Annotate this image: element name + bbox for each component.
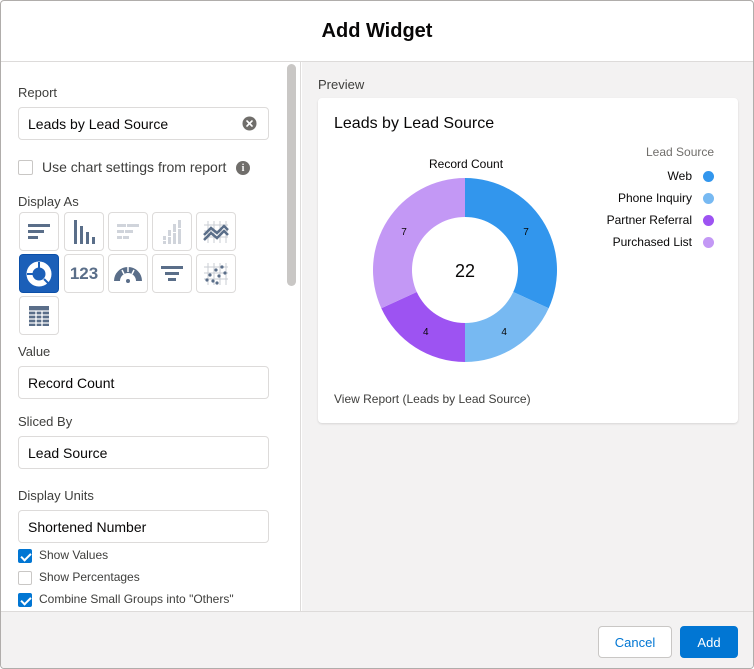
- legend-item-web[interactable]: Web: [668, 169, 714, 183]
- modal-footer: Cancel Add: [1, 611, 753, 668]
- funnel-chart-icon[interactable]: [152, 254, 192, 293]
- report-value: Leads by Lead Source: [28, 115, 169, 132]
- legend-item-partner-referral[interactable]: Partner Referral: [607, 213, 714, 227]
- chart-title: Record Count: [429, 157, 504, 171]
- clear-icon[interactable]: [242, 116, 257, 131]
- legend-dot: [703, 214, 714, 226]
- legend-item-purchased-list[interactable]: Purchased List: [613, 235, 714, 249]
- add-button[interactable]: Add: [680, 626, 738, 658]
- value-field-value: Record Count: [28, 374, 115, 391]
- donut-slice-phone-inquiry[interactable]: [465, 292, 549, 362]
- donut-slice-partner-referral[interactable]: [381, 292, 465, 363]
- stacked-horizontal-bar-chart-icon[interactable]: [108, 212, 148, 251]
- donut-chart-icon[interactable]: [19, 254, 59, 293]
- modal-title: Add Widget: [321, 19, 433, 42]
- vertical-bar-chart-icon[interactable]: [64, 212, 104, 251]
- legend-dot: [703, 192, 714, 204]
- legend-title: Lead Source: [646, 145, 715, 159]
- scatter-chart-icon[interactable]: [196, 254, 236, 293]
- legend-item-phone-inquiry[interactable]: Phone Inquiry: [618, 191, 714, 205]
- legend-label: Web: [667, 169, 692, 183]
- legend-dot: [703, 236, 714, 248]
- combine-small-groups-label: Combine Small Groups into "Others": [39, 592, 234, 606]
- donut-slice-purchased-list[interactable]: [373, 178, 465, 309]
- line-chart-icon[interactable]: [196, 212, 236, 251]
- show-values-checkbox[interactable]: [18, 549, 32, 563]
- table-icon[interactable]: [19, 296, 59, 335]
- card-title: Leads by Lead Source: [334, 115, 495, 132]
- show-percentages-checkbox[interactable]: [18, 571, 32, 585]
- report-label: Report: [18, 85, 58, 100]
- slice-value-label: 7: [401, 227, 407, 238]
- preview-label: Preview: [318, 77, 365, 92]
- donut-slice-web[interactable]: [465, 178, 557, 309]
- display-units-label: Display Units: [18, 488, 94, 503]
- display-units-value: Shortened Number: [28, 518, 147, 535]
- legend-label: Partner Referral: [606, 213, 692, 227]
- use-chart-settings-checkbox[interactable]: [18, 160, 33, 175]
- use-chart-settings-label: Use chart settings from report: [42, 159, 227, 175]
- widget-settings-panel: Report Leads by Lead Source Use chart se…: [1, 62, 301, 611]
- donut-total-label: 22: [455, 261, 475, 281]
- report-field[interactable]: Leads by Lead Source: [18, 107, 269, 140]
- metric-icon[interactable]: 123: [64, 254, 104, 293]
- combine-small-groups-checkbox[interactable]: [18, 593, 32, 607]
- value-field[interactable]: Record Count: [18, 366, 269, 399]
- modal-header: Add Widget: [1, 1, 753, 62]
- sliced-by-field[interactable]: Lead Source: [18, 436, 269, 469]
- preview-card: Leads by Lead Source Record Count 7 4 4 7 22…: [318, 98, 738, 423]
- horizontal-bar-chart-icon[interactable]: [19, 212, 59, 251]
- show-percentages-label: Show Percentages: [39, 570, 140, 584]
- info-icon[interactable]: i: [236, 161, 250, 175]
- legend-label: Phone Inquiry: [617, 191, 692, 205]
- slice-value-label: 7: [523, 227, 529, 238]
- slice-value-label: 4: [501, 327, 507, 338]
- slice-value-label: 4: [423, 327, 429, 338]
- preview-panel: Preview Leads by Lead Source Record Coun…: [302, 62, 753, 611]
- legend-dot: [703, 170, 714, 182]
- value-label: Value: [18, 344, 51, 359]
- view-report-link[interactable]: View Report (Leads by Lead Source): [334, 392, 531, 406]
- metric-icon-label: 123: [69, 263, 99, 283]
- legend-label: Purchased List: [612, 235, 692, 249]
- display-units-field[interactable]: Shortened Number: [18, 510, 269, 543]
- show-values-label: Show Values: [39, 548, 109, 562]
- sliced-by-value: Lead Source: [28, 444, 108, 461]
- scrollbar[interactable]: [287, 64, 296, 286]
- display-as-label: Display As: [18, 194, 79, 209]
- sliced-by-label: Sliced By: [18, 414, 73, 429]
- stacked-vertical-bar-chart-icon[interactable]: [152, 212, 192, 251]
- cancel-button[interactable]: Cancel: [598, 626, 672, 658]
- gauge-icon[interactable]: [108, 254, 148, 293]
- donut-chart: 7 4 4 7 22: [373, 178, 557, 363]
